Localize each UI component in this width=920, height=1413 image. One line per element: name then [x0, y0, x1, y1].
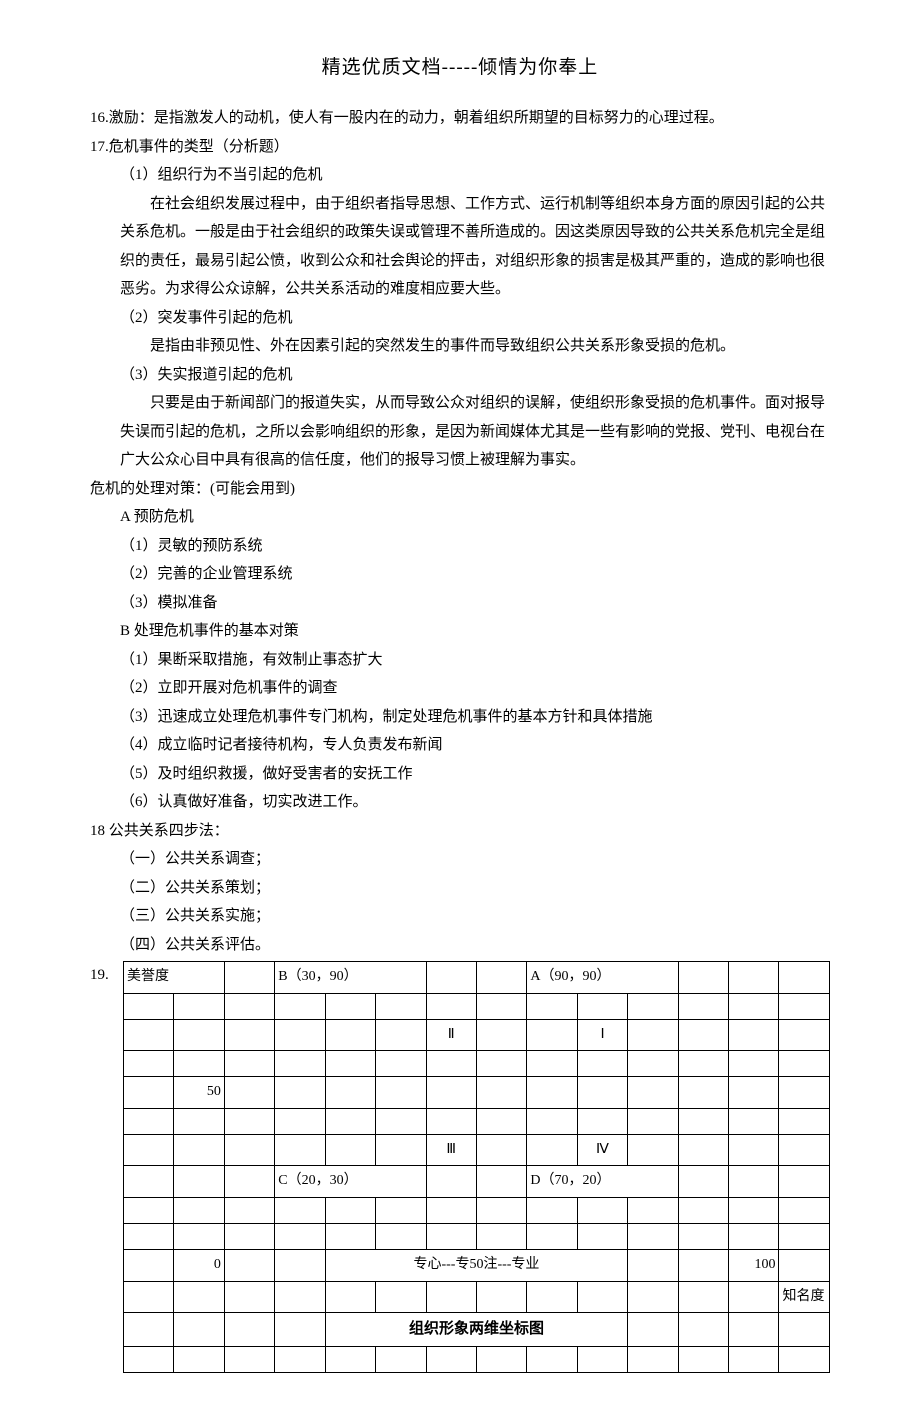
item-17-1: （1）组织行为不当引起的危机 [90, 161, 830, 190]
table-row [124, 1108, 830, 1134]
chart-grid: 美誉度 B（30，90） A（90，90） Ⅱ Ⅰ 50 [123, 961, 830, 1373]
chart-grid-wrap: 美誉度 B（30，90） A（90，90） Ⅱ Ⅰ 50 [123, 961, 830, 1373]
quadrant-ii: Ⅱ [426, 1019, 476, 1051]
item-18-4: （四）公共关系评估。 [90, 931, 830, 960]
item-19-label: 19. [90, 961, 123, 990]
item-18-3: （三）公共关系实施； [90, 902, 830, 931]
point-a: A（90，90） [527, 962, 678, 994]
crisis-b6: （6）认真做好准备，切实改进工作。 [90, 788, 830, 817]
crisis-b2: （2）立即开展对危机事件的调查 [90, 674, 830, 703]
x-end: 100 [729, 1250, 779, 1282]
item-17: 17.危机事件的类型（分析题） [90, 133, 830, 162]
y-axis-label: 美誉度 [124, 962, 225, 994]
crisis-a3: （3）模拟准备 [90, 589, 830, 618]
item-18: 18 公共关系四步法： [90, 817, 830, 846]
item-17-3: （3）失实报道引起的危机 [90, 361, 830, 390]
crisis-b1: （1）果断采取措施，有效制止事态扩大 [90, 646, 830, 675]
crisis-a1: （1）灵敏的预防系统 [90, 532, 830, 561]
quadrant-iv: Ⅳ [577, 1134, 627, 1166]
table-row: 50 [124, 1077, 830, 1109]
table-row [124, 1224, 830, 1250]
point-b: B（30，90） [275, 962, 426, 994]
table-row [124, 1051, 830, 1077]
table-row: 知名度 [124, 1281, 830, 1313]
page-header: 精选优质文档-----倾情为你奉上 [90, 50, 830, 86]
item-18-2: （二）公共关系策划； [90, 874, 830, 903]
chart-caption: 组织形象两维坐标图 [325, 1313, 628, 1347]
table-row: C（20，30） D（70，20） [124, 1166, 830, 1198]
footer-motto: 专心---专50注---专业 [325, 1250, 628, 1282]
item-17-3-text: 只要是由于新闻部门的报道失实，从而导致公众对组织的误解，使组织形象受损的危机事件… [90, 389, 830, 475]
crisis-a2: （2）完善的企业管理系统 [90, 560, 830, 589]
table-row: Ⅲ Ⅳ [124, 1134, 830, 1166]
table-row: 0 专心---专50注---专业 100 [124, 1250, 830, 1282]
item-17-2: （2）突发事件引起的危机 [90, 304, 830, 333]
crisis-heading: 危机的处理对策：(可能会用到) [90, 475, 830, 504]
table-row [124, 1346, 830, 1372]
point-d: D（70，20） [527, 1166, 678, 1198]
point-c: C（20，30） [275, 1166, 426, 1198]
item-17-1-text: 在社会组织发展过程中，由于组织者指导思想、工作方式、运行机制等组织本身方面的原因… [90, 190, 830, 304]
table-row [124, 1198, 830, 1224]
x-origin: 0 [174, 1250, 224, 1282]
item-16: 16.激励：是指激发人的动机，使人有一股内在的动力，朝着组织所期望的目标努力的心… [90, 104, 830, 133]
item-19: 19. 美誉度 B（30，90） A（90，90） Ⅱ Ⅰ 50 [90, 961, 830, 1373]
y-mid-tick: 50 [174, 1077, 224, 1109]
x-axis-label: 知名度 [779, 1281, 830, 1313]
crisis-b3: （3）迅速成立处理危机事件专门机构，制定处理危机事件的基本方针和具体措施 [90, 703, 830, 732]
crisis-a: A 预防危机 [90, 503, 830, 532]
table-row [124, 993, 830, 1019]
crisis-b4: （4）成立临时记者接待机构，专人负责发布新闻 [90, 731, 830, 760]
quadrant-i: Ⅰ [577, 1019, 627, 1051]
crisis-b: B 处理危机事件的基本对策 [90, 617, 830, 646]
item-18-1: （一）公共关系调查； [90, 845, 830, 874]
table-row: 组织形象两维坐标图 [124, 1313, 830, 1347]
table-row: 美誉度 B（30，90） A（90，90） [124, 962, 830, 994]
table-row: Ⅱ Ⅰ [124, 1019, 830, 1051]
crisis-b5: （5）及时组织救援，做好受害者的安抚工作 [90, 760, 830, 789]
item-17-2-text: 是指由非预见性、外在因素引起的突然发生的事件而导致组织公共关系形象受损的危机。 [90, 332, 830, 361]
quadrant-iii: Ⅲ [426, 1134, 476, 1166]
